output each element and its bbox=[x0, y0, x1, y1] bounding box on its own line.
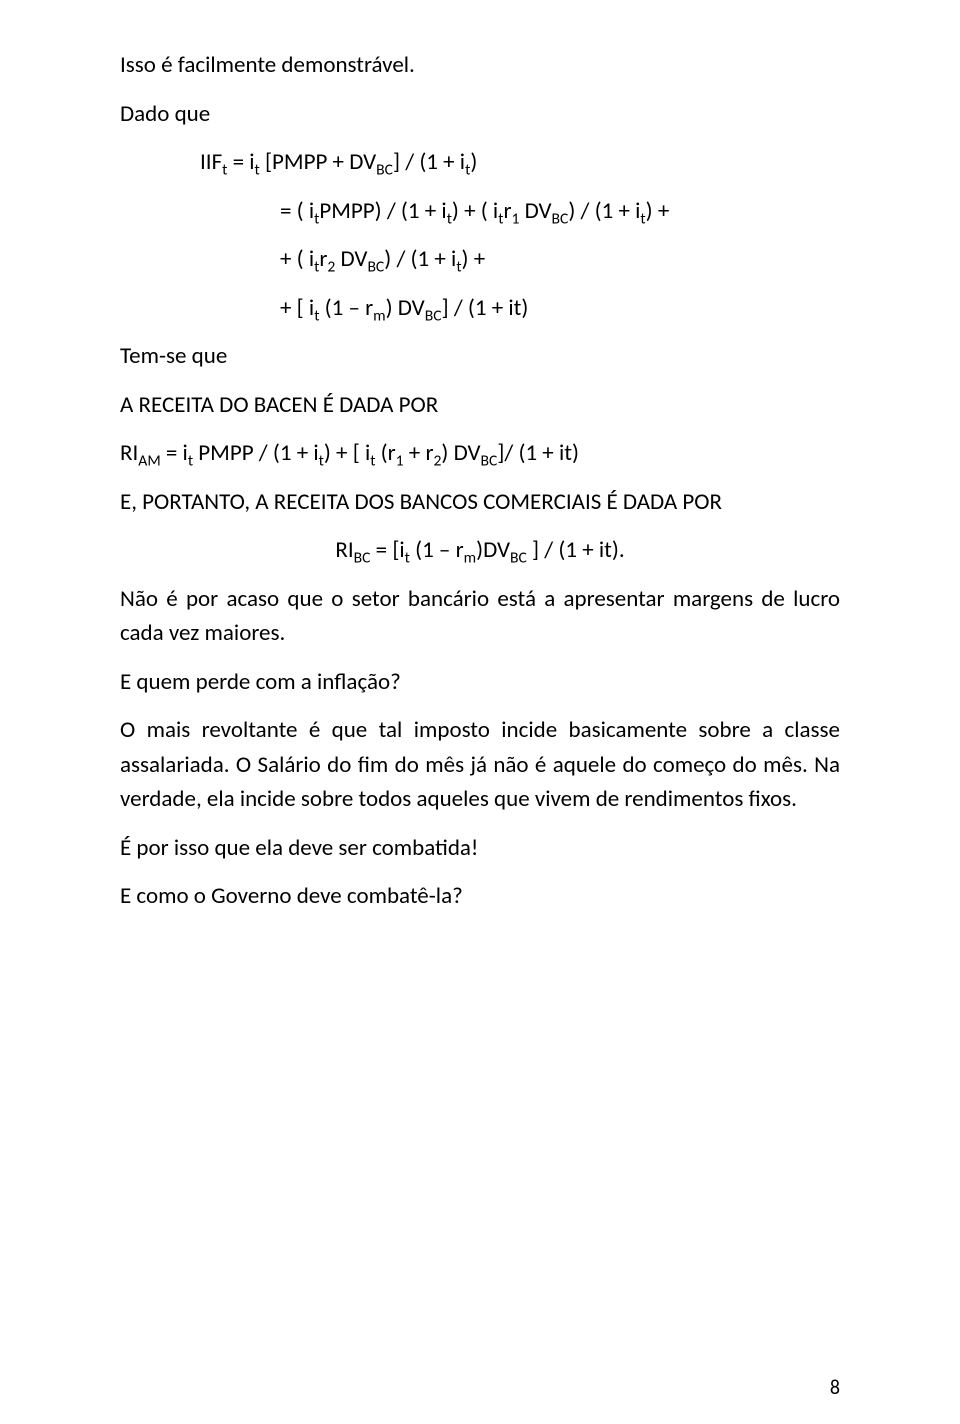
eq-text: ] / (1 + it) bbox=[442, 294, 529, 322]
eq-text: ] / (1 + i bbox=[393, 148, 465, 176]
equation-line: IIFt = it [PMPP + DVBC] / (1 + it) bbox=[120, 145, 840, 180]
paragraph: E como o Governo deve combatê-la? bbox=[120, 879, 840, 914]
eq-text: ) / (1 + i bbox=[384, 245, 456, 273]
eq-text: ) DV bbox=[386, 294, 425, 322]
eq-text: DV bbox=[335, 245, 367, 273]
eq-text: = i bbox=[227, 148, 254, 176]
subscript: BC bbox=[510, 549, 527, 568]
eq-text: = [i bbox=[370, 536, 404, 564]
eq-text: + ( i bbox=[280, 245, 314, 273]
eq-text: ) + bbox=[462, 245, 486, 273]
eq-text: RI bbox=[335, 536, 353, 564]
eq-text: ) + bbox=[646, 197, 670, 225]
eq-text: (1 – r bbox=[410, 536, 464, 564]
paragraph: O mais revoltante é que tal imposto inci… bbox=[120, 713, 840, 817]
equation-line: RIBC = [it (1 – rm)DVBC ] / (1 + it). bbox=[120, 533, 840, 568]
subscript: BC bbox=[376, 161, 393, 180]
eq-text: RI bbox=[120, 439, 138, 467]
eq-text: + [ i bbox=[280, 294, 314, 322]
eq-text: )DV bbox=[476, 536, 510, 564]
equation-line: + ( itr2 DVBC) / (1 + it) + bbox=[120, 242, 840, 277]
subscript: BC bbox=[481, 452, 498, 471]
eq-text: ) / (1 + i bbox=[568, 197, 640, 225]
subscript: m bbox=[373, 306, 385, 325]
subscript: BC bbox=[552, 209, 569, 228]
eq-text: (1 – r bbox=[325, 294, 374, 322]
eq-text: ) DV bbox=[441, 439, 480, 467]
eq-text: + r bbox=[404, 439, 434, 467]
subscript: BC bbox=[425, 306, 442, 325]
paragraph: E, PORTANTO, A RECEITA DOS BANCOS COMERC… bbox=[120, 485, 840, 520]
eq-text: = ( i bbox=[280, 197, 314, 225]
subscript: BC bbox=[354, 549, 371, 568]
page-number: 8 bbox=[830, 1376, 840, 1400]
subscript: 1 bbox=[396, 452, 404, 471]
paragraph: E quem perde com a inflação? bbox=[120, 665, 840, 700]
paragraph: Tem-se que bbox=[120, 339, 840, 374]
eq-text: ]/ (1 + it) bbox=[497, 439, 579, 467]
equation-line: + [ it (1 – rm) DVBC] / (1 + it) bbox=[120, 291, 840, 326]
equation-line: = ( itPMPP) / (1 + it) + ( itr1 DVBC) / … bbox=[120, 194, 840, 229]
eq-text: ] / (1 + it). bbox=[527, 536, 625, 564]
eq-text: DV bbox=[519, 197, 551, 225]
subscript: m bbox=[464, 549, 476, 568]
eq-text: (r bbox=[381, 439, 396, 467]
eq-text: PMPP / (1 + i bbox=[193, 439, 319, 467]
equation-line: RIAM = it PMPP / (1 + it) + [ it (r1 + r… bbox=[120, 436, 840, 471]
eq-text: IIF bbox=[200, 148, 222, 176]
eq-text: ) bbox=[470, 148, 477, 176]
paragraph: A RECEITA DO BACEN É DADA POR bbox=[120, 388, 840, 423]
eq-text: [PMPP + DV bbox=[260, 148, 376, 176]
eq-text: ) + ( i bbox=[452, 197, 498, 225]
subscript: AM bbox=[138, 452, 160, 471]
subscript: BC bbox=[367, 258, 384, 277]
paragraph: Não é por acaso que o setor bancário est… bbox=[120, 582, 840, 651]
eq-text: = i bbox=[161, 439, 188, 467]
paragraph: Dado que bbox=[120, 97, 840, 132]
eq-text: PMPP) / (1 + i bbox=[319, 197, 446, 225]
paragraph: Isso é facilmente demonstrável. bbox=[120, 48, 840, 83]
document-page: Isso é facilmente demonstrável. Dado que… bbox=[0, 0, 960, 1424]
eq-text: ) + [ i bbox=[324, 439, 370, 467]
paragraph: É por isso que ela deve ser combatida! bbox=[120, 831, 840, 866]
